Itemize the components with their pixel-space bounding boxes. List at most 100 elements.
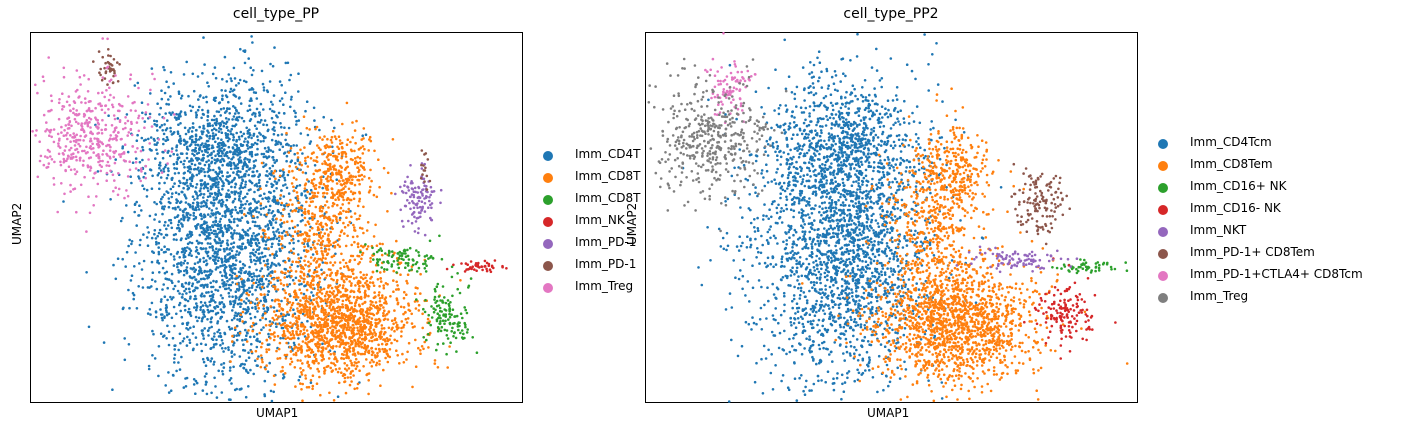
data-point: [188, 203, 192, 207]
data-point: [167, 248, 171, 251]
data-point: [190, 284, 194, 288]
data-point: [385, 312, 389, 316]
data-point: [279, 336, 282, 340]
data-point: [363, 147, 366, 151]
data-point: [355, 119, 358, 123]
data-point: [378, 242, 382, 246]
data-point: [167, 197, 171, 200]
data-point: [165, 303, 168, 307]
data-point: [347, 367, 351, 370]
data-point: [327, 158, 330, 161]
data-point: [439, 329, 443, 333]
data-point: [176, 132, 180, 135]
data-point: [146, 226, 149, 229]
data-point: [272, 390, 275, 394]
data-point: [348, 308, 352, 312]
data-point: [156, 173, 160, 177]
data-point: [395, 349, 398, 353]
data-point: [238, 149, 241, 152]
data-point: [234, 277, 237, 280]
data-point: [171, 336, 175, 340]
data-point: [237, 253, 240, 256]
data-point: [210, 231, 214, 235]
data-point: [352, 223, 355, 227]
data-point: [238, 317, 242, 321]
data-point: [169, 295, 172, 299]
data-point: [234, 311, 237, 315]
data-point: [216, 330, 219, 334]
data-point: [251, 306, 254, 310]
data-point: [342, 209, 345, 213]
data-point: [338, 139, 342, 142]
data-point: [172, 287, 175, 291]
data-point: [313, 257, 317, 260]
data-point: [276, 209, 280, 212]
data-point: [372, 235, 376, 238]
data-point: [406, 317, 410, 320]
data-point: [244, 368, 248, 372]
data-point: [150, 187, 154, 190]
data-point: [390, 341, 393, 345]
data-point: [224, 347, 227, 350]
data-point: [360, 138, 364, 141]
data-point: [197, 98, 200, 101]
data-point: [270, 116, 274, 120]
data-point: [352, 374, 355, 377]
data-point: [290, 182, 294, 185]
data-point: [375, 195, 379, 199]
data-point: [207, 163, 211, 166]
data-point: [204, 203, 208, 207]
data-point: [399, 261, 403, 265]
data-point: [315, 250, 319, 253]
data-point: [205, 259, 208, 262]
data-point: [223, 281, 226, 284]
data-point: [249, 210, 252, 213]
data-point: [308, 314, 312, 318]
data-point: [236, 224, 239, 227]
data-point: [222, 247, 226, 251]
data-point: [163, 316, 166, 320]
data-point: [194, 186, 198, 189]
data-point: [272, 132, 276, 136]
data-point: [205, 227, 209, 230]
data-point: [273, 129, 276, 132]
data-point: [307, 180, 311, 183]
data-point: [255, 142, 259, 146]
data-point: [346, 197, 350, 200]
data-point: [293, 347, 296, 350]
data-point: [266, 150, 270, 153]
data-point: [389, 334, 392, 338]
data-point: [297, 239, 300, 243]
data-point: [251, 284, 254, 287]
data-point: [211, 225, 215, 229]
data-point: [380, 342, 384, 346]
data-point: [212, 204, 215, 207]
data-point: [238, 332, 242, 335]
data-point: [268, 361, 271, 365]
data-point: [378, 300, 382, 303]
data-point: [212, 168, 215, 172]
data-point: [234, 263, 237, 267]
data-point: [328, 304, 332, 308]
data-point: [312, 307, 315, 311]
data-point: [288, 331, 292, 334]
data-point: [202, 204, 205, 208]
data-point: [269, 266, 272, 269]
data-point: [210, 357, 214, 360]
data-point: [342, 193, 346, 196]
data-point: [317, 345, 321, 349]
data-point: [167, 149, 170, 153]
data-point: [245, 169, 248, 173]
data-point: [161, 150, 164, 154]
data-point: [245, 291, 249, 295]
data-point: [147, 231, 150, 234]
data-point: [384, 314, 387, 317]
data-point: [307, 335, 310, 339]
data-point: [263, 379, 267, 383]
data-point: [260, 69, 264, 73]
data-point: [315, 233, 319, 236]
data-point: [212, 343, 216, 346]
data-point: [206, 124, 210, 128]
data-point: [347, 299, 351, 303]
data-point: [352, 197, 356, 201]
